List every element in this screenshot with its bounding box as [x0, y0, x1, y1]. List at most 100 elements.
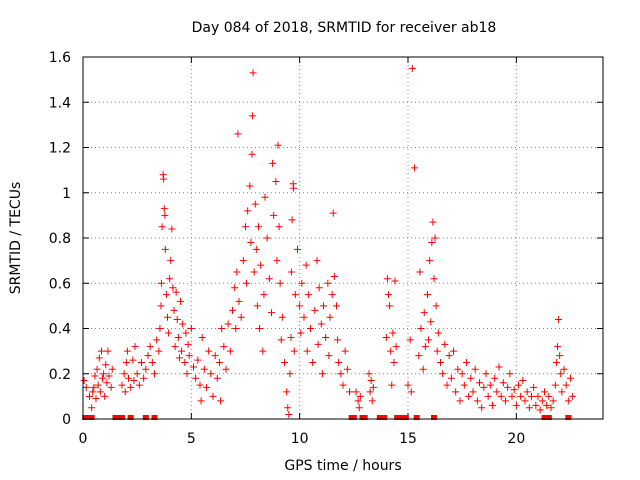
data-point [304, 291, 312, 299]
data-point [291, 291, 299, 299]
data-point [174, 334, 182, 342]
x-tick-label: 15 [399, 431, 417, 447]
data-point [187, 325, 195, 332]
data-point [157, 279, 165, 287]
data-point [471, 365, 479, 373]
data-point [277, 336, 285, 344]
data-point [365, 370, 373, 378]
data-point [369, 383, 377, 391]
data-point [211, 352, 219, 360]
data-point [92, 395, 100, 403]
data-point [244, 207, 252, 215]
data-point [416, 268, 424, 276]
data-point [388, 381, 396, 389]
data-point [463, 358, 470, 366]
data-point [434, 329, 442, 337]
data-point [307, 325, 314, 332]
data-point [160, 205, 168, 213]
data-point [205, 347, 213, 355]
data-point [89, 388, 97, 396]
data-point [281, 358, 288, 366]
data-point [217, 397, 225, 405]
data-point [272, 177, 280, 185]
data-point [564, 397, 572, 405]
data-point [283, 388, 291, 396]
data-point [390, 358, 398, 366]
data-point [207, 370, 215, 378]
data-point [460, 381, 468, 389]
data-point [265, 275, 273, 283]
data-point [354, 397, 362, 405]
data-point [273, 257, 281, 265]
data-point [250, 268, 258, 276]
data-point [541, 388, 548, 396]
data-point [200, 365, 208, 373]
data-point [177, 297, 184, 305]
data-point [135, 381, 143, 389]
data-point [445, 352, 453, 360]
y-tick-label: 1.6 [49, 50, 71, 66]
data-point [246, 182, 254, 190]
baseline-marker [350, 415, 357, 420]
data-point [493, 388, 501, 396]
data-point [314, 340, 322, 348]
data-point [425, 336, 433, 344]
data-point [352, 388, 360, 396]
data-point [248, 150, 256, 158]
data-point [118, 381, 126, 389]
baseline-marker [431, 415, 437, 420]
baseline-marker [361, 415, 368, 420]
data-point [107, 383, 115, 391]
data-point [99, 374, 106, 382]
baseline-marker [142, 415, 149, 420]
data-point [454, 365, 462, 373]
data-point [426, 257, 434, 265]
data-point [181, 358, 189, 366]
data-point [129, 356, 137, 364]
data-point [408, 64, 416, 72]
data-point [252, 245, 260, 253]
data-point [421, 343, 429, 351]
y-tick-label: 1.2 [49, 141, 71, 157]
data-point [151, 370, 158, 378]
baseline-marker [119, 415, 125, 420]
data-point [443, 381, 451, 389]
data-point [407, 388, 415, 396]
tick-labels: 0 0.2 0.4 0.6 0.8 1 1.2 1.4 1.6 0 5 10 15 20 [49, 50, 526, 447]
data-point [317, 320, 325, 328]
data-point [185, 352, 193, 360]
data-point [545, 392, 553, 400]
data-point [382, 334, 390, 342]
data-point [334, 336, 342, 344]
data-point [478, 404, 486, 412]
data-point [142, 365, 150, 373]
data-point [557, 370, 565, 378]
data-point [209, 392, 217, 400]
data-point [270, 211, 278, 219]
data-point [158, 223, 166, 231]
data-point [450, 347, 457, 355]
data-point [269, 159, 277, 167]
data-point [178, 347, 186, 355]
data-point [242, 223, 249, 231]
data-point [213, 374, 221, 382]
data-point [95, 354, 103, 362]
data-point [160, 175, 168, 183]
data-point [329, 209, 337, 217]
data-point [275, 223, 283, 231]
data-point [161, 245, 169, 253]
y-tick-label: 1.4 [49, 95, 71, 111]
data-point [547, 404, 555, 412]
data-point [161, 211, 169, 219]
data-point [452, 388, 460, 396]
data-point [504, 383, 512, 391]
y-tick-label: 0.4 [49, 322, 71, 338]
data-point [428, 239, 436, 247]
data-point [260, 291, 268, 299]
data-point [247, 239, 255, 247]
data-point [88, 404, 96, 412]
data-point [366, 388, 374, 396]
data-point [263, 234, 271, 242]
